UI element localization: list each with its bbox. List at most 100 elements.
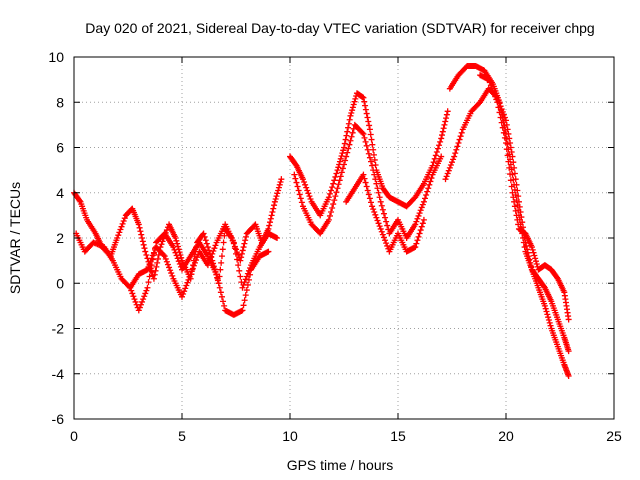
data-point <box>137 228 144 235</box>
data-point <box>200 230 207 237</box>
data-point <box>337 173 344 180</box>
data-point <box>347 137 354 144</box>
data-point <box>191 259 198 266</box>
data-point <box>506 164 513 171</box>
data-point <box>203 240 210 247</box>
data-point <box>361 98 368 105</box>
data-point <box>220 298 227 305</box>
data-point <box>458 129 465 136</box>
data-point <box>505 158 512 165</box>
data-point <box>360 94 367 101</box>
data-point <box>436 142 443 149</box>
data-point <box>453 146 460 153</box>
data-point <box>439 132 446 139</box>
data-point <box>129 290 136 297</box>
data-point <box>146 273 153 280</box>
grid-lines <box>74 57 614 419</box>
data-point <box>362 106 369 113</box>
data-point <box>507 171 514 178</box>
data-point <box>269 208 276 215</box>
data-point <box>142 290 149 297</box>
data-point <box>145 279 152 286</box>
data-point <box>304 187 311 194</box>
data-point <box>299 176 306 183</box>
data-point <box>166 264 173 271</box>
y-tick-label: 0 <box>56 275 64 291</box>
data-point <box>173 237 180 244</box>
y-tick-label: 10 <box>48 49 64 65</box>
data-point <box>424 188 431 195</box>
data-point <box>541 302 548 309</box>
data-point <box>507 177 514 184</box>
series-trace-i <box>477 72 572 323</box>
series-trace-g <box>446 63 572 355</box>
data-point <box>174 240 181 247</box>
data-point <box>193 257 200 264</box>
data-point <box>150 275 157 282</box>
data-point <box>379 206 386 213</box>
data-point <box>450 156 457 163</box>
data-point <box>432 152 439 159</box>
data-point <box>443 173 450 180</box>
data-point <box>542 305 549 312</box>
data-point <box>376 194 383 201</box>
data-point <box>384 222 391 229</box>
data-point <box>439 128 446 135</box>
data-point <box>242 292 249 299</box>
data-point <box>115 232 122 239</box>
data-point <box>148 255 155 262</box>
data-point <box>176 261 183 268</box>
data-point <box>500 129 507 136</box>
data-point <box>210 248 217 255</box>
data-point <box>346 116 353 123</box>
data-point <box>147 267 154 274</box>
data-point <box>150 250 157 257</box>
data-point <box>140 296 147 303</box>
data-point <box>414 237 421 244</box>
data-point <box>360 171 367 178</box>
data-point <box>297 195 304 202</box>
data-point <box>532 258 539 265</box>
data-point <box>292 175 299 182</box>
data-point <box>446 164 453 171</box>
data-point <box>495 104 502 111</box>
data-point <box>500 111 507 118</box>
data-point <box>151 271 158 278</box>
data-point <box>303 184 310 191</box>
data-point <box>414 215 421 222</box>
data-point <box>247 271 254 278</box>
x-tick-label: 10 <box>282 428 298 444</box>
series-trace-h <box>442 85 572 380</box>
data-point <box>418 204 425 211</box>
data-point <box>116 229 123 236</box>
data-point <box>498 119 505 126</box>
data-point <box>352 95 359 102</box>
data-point <box>420 198 427 205</box>
data-point <box>524 246 531 253</box>
data-point <box>412 244 419 251</box>
data-point <box>180 290 187 297</box>
data-point <box>378 228 385 235</box>
y-tick-label: 8 <box>56 94 64 110</box>
data-point <box>415 233 422 240</box>
data-point <box>518 214 525 221</box>
data-point <box>186 274 193 281</box>
series-trace-d <box>287 90 451 219</box>
data-point <box>168 270 175 277</box>
data-point <box>243 273 250 280</box>
axis-ticks: 0 5 10 15 20 25 -6 -4 -2 0 2 4 6 8 10 <box>48 49 622 444</box>
data-point <box>212 242 219 249</box>
data-point <box>532 255 539 262</box>
data-point <box>341 144 347 151</box>
data-point <box>528 263 535 270</box>
data-point <box>343 132 350 139</box>
data-point <box>413 218 420 225</box>
data-point <box>382 214 389 221</box>
data-point <box>425 185 432 192</box>
data-point <box>513 212 520 219</box>
data-point <box>349 129 356 136</box>
data-point <box>174 255 181 262</box>
data-point <box>242 237 249 244</box>
data-point <box>503 121 510 128</box>
